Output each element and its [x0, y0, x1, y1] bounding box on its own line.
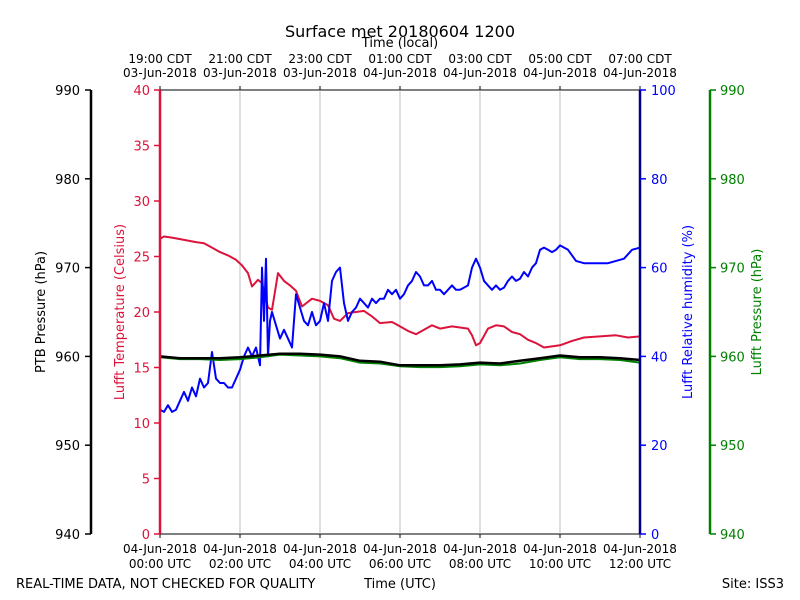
chart-title: Surface met 20180604 1200: [285, 22, 515, 41]
top-tick-date: 04-Jun-2018: [603, 66, 677, 80]
grid: [239, 90, 561, 534]
top-tick-label: 19:00 CDT: [128, 52, 192, 66]
top-tick-date: 03-Jun-2018: [203, 66, 277, 80]
quality-disclaimer: REAL-TIME DATA, NOT CHECKED FOR QUALITY: [16, 577, 315, 592]
ptb-axis-tick-label: 940: [55, 528, 80, 543]
bottom-tick-label: 08:00 UTC: [449, 557, 511, 571]
lufft_p-axis-tick-label: 960: [720, 350, 745, 365]
top-axis-label: Time (local): [361, 36, 438, 51]
bottom-tick-date: 04-Jun-2018: [123, 542, 197, 556]
rh-axis-tick-label: 40: [651, 350, 668, 365]
bottom-tick-label: 06:00 UTC: [369, 557, 431, 571]
bottom-tick-date: 04-Jun-2018: [603, 542, 677, 556]
temp-axis-tick-label: 0: [142, 528, 150, 543]
temp-axis-tick-label: 40: [133, 84, 150, 99]
temp-axis-label: Lufft Temperature (Celsius): [113, 224, 128, 400]
rh-axis-label: Lufft Relative humidity (%): [681, 225, 696, 399]
top-tick-label: 03:00 CDT: [448, 52, 512, 66]
lufft_p-axis-tick-label: 980: [720, 173, 745, 188]
bottom-tick-label: 04:00 UTC: [289, 557, 351, 571]
ptb-axis-tick-label: 960: [55, 350, 80, 365]
bottom-tick-label: 12:00 UTC: [609, 557, 671, 571]
top-tick-date: 04-Jun-2018: [443, 66, 517, 80]
series-layer: [159, 235, 641, 413]
top-tick-label: 05:00 CDT: [528, 52, 592, 66]
rh-axis-tick-label: 100: [651, 84, 676, 99]
ptb-axis-tick-label: 980: [55, 173, 80, 188]
series-lufft-relative-humidity: [159, 244, 641, 413]
bottom-tick-date: 04-Jun-2018: [523, 542, 597, 556]
top-tick-label: 23:00 CDT: [288, 52, 352, 66]
ptb-axis-tick-label: 950: [55, 439, 80, 454]
top-tick-label: 01:00 CDT: [368, 52, 432, 66]
top-tick-date: 03-Jun-2018: [123, 66, 197, 80]
temp-axis-tick-label: 30: [133, 195, 150, 210]
series-lufft-temperature: [159, 235, 641, 349]
temp-axis-tick-label: 25: [133, 251, 150, 266]
rh-axis-tick-label: 60: [651, 262, 668, 277]
lufft-pressure-axis-label: Lufft Pressure (hPa): [750, 249, 765, 376]
rh-axis-tick-label: 80: [651, 173, 668, 188]
top-tick-label: 21:00 CDT: [208, 52, 272, 66]
bottom-tick-date: 04-Jun-2018: [203, 542, 277, 556]
top-tick-date: 03-Jun-2018: [283, 66, 357, 80]
rh-axis-tick-label: 20: [651, 439, 668, 454]
bottom-tick-label: 02:00 UTC: [209, 557, 271, 571]
lufft_p-axis-tick-label: 990: [720, 84, 745, 99]
temp-axis-tick-label: 5: [142, 473, 150, 488]
bottom-tick-label: 00:00 UTC: [129, 557, 191, 571]
lufft_p-axis-tick-label: 970: [720, 262, 745, 277]
top-tick-label: 07:00 CDT: [608, 52, 672, 66]
bottom-tick-label: 10:00 UTC: [529, 557, 591, 571]
temp-axis-tick-label: 10: [133, 417, 150, 432]
series-ptb-pressure: [159, 352, 641, 367]
top-tick-date: 04-Jun-2018: [363, 66, 437, 80]
temp-axis-tick-label: 15: [133, 362, 150, 377]
bottom-tick-date: 04-Jun-2018: [443, 542, 517, 556]
bottom-tick-date: 04-Jun-2018: [283, 542, 357, 556]
lufft_p-axis-tick-label: 950: [720, 439, 745, 454]
top-tick-date: 04-Jun-2018: [523, 66, 597, 80]
site-label: Site: ISS3: [722, 577, 784, 592]
temp-axis-tick-label: 20: [133, 306, 150, 321]
ptb-axis-label: PTB Pressure (hPa): [34, 251, 49, 373]
temp-axis-tick-label: 35: [133, 140, 150, 155]
ptb-axis-tick-label: 970: [55, 262, 80, 277]
rh-axis-tick-label: 0: [651, 528, 659, 543]
lufft_p-axis-tick-label: 940: [720, 528, 745, 543]
bottom-axis-label: Time (UTC): [363, 577, 436, 592]
bottom-tick-date: 04-Jun-2018: [363, 542, 437, 556]
ptb-axis-tick-label: 990: [55, 84, 80, 99]
